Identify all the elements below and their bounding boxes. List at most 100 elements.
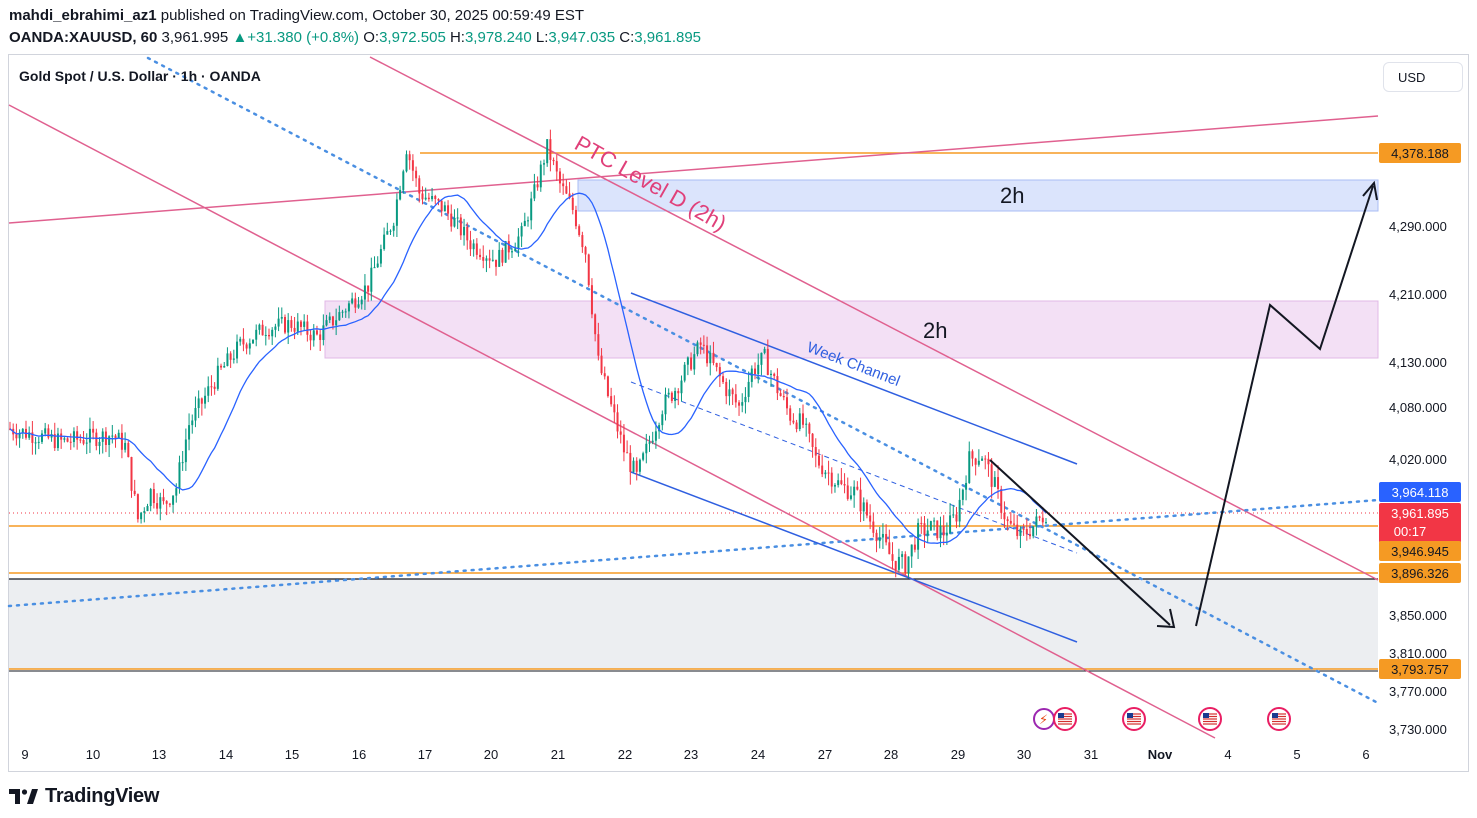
candle-body [360, 299, 363, 305]
candle-body [258, 324, 261, 330]
candle-body [488, 258, 491, 261]
candle-body [223, 365, 226, 368]
x-axis[interactable]: 9 10 13 14 15 16 17 20 21 22 23 24 27 28 29 30 31 Nov 4 5 6 [21, 747, 1369, 762]
candle [738, 400, 741, 416]
candle [562, 173, 565, 195]
candle-body [34, 442, 37, 444]
candle [936, 520, 939, 541]
candle-body [152, 489, 155, 504]
candle-body [392, 225, 395, 231]
candle [114, 434, 117, 448]
candle-body [536, 184, 539, 188]
candle-body [491, 259, 494, 261]
event-icons[interactable]: ⚡ [1033, 707, 1291, 731]
candle-body [283, 317, 286, 333]
candle-body [373, 267, 376, 269]
candle [699, 337, 702, 355]
candle-body [658, 425, 661, 432]
candle [427, 192, 430, 202]
candle [1016, 515, 1019, 540]
candle-body [913, 544, 916, 550]
candle-body [635, 460, 638, 472]
candle-body [463, 226, 466, 236]
candle-body [21, 428, 24, 433]
candle [491, 249, 494, 262]
us-flag-event-icon[interactable] [1053, 707, 1077, 731]
candle [258, 323, 261, 335]
candle [453, 209, 456, 228]
price-badge-bg [1379, 482, 1461, 502]
x-tick-label: 17 [418, 747, 432, 762]
candle-body [514, 248, 517, 252]
candle-body [910, 544, 913, 557]
candle [24, 420, 27, 440]
candle [578, 224, 581, 237]
candle [827, 460, 830, 486]
candle-body [977, 460, 980, 465]
author-name[interactable]: mahdi_ebrahimi_az1 [9, 7, 157, 24]
candle [616, 404, 619, 439]
tradingview-logo[interactable]: TradingView [9, 783, 159, 809]
candle [859, 477, 862, 523]
candle [456, 208, 459, 230]
candle-body [933, 520, 936, 522]
candle [146, 503, 149, 512]
candle-body [741, 402, 744, 406]
candle [386, 222, 389, 235]
candle-body [165, 501, 168, 504]
candle-body [792, 420, 795, 423]
candle [610, 387, 613, 407]
candle-body [341, 311, 344, 313]
candle [200, 397, 203, 416]
candle-body [383, 234, 386, 250]
candle-body [597, 334, 600, 356]
candle [408, 150, 411, 170]
candle-body [450, 213, 453, 227]
symbol-label[interactable]: OANDA:XAUUSD, 60 [9, 29, 158, 46]
candle-body [878, 537, 881, 542]
candle [415, 166, 418, 187]
candle-body [264, 334, 267, 336]
candle-body [402, 171, 405, 190]
candle-body [344, 311, 347, 313]
candle-body [226, 353, 229, 366]
candle [507, 234, 510, 260]
candle [392, 222, 395, 237]
candle [252, 339, 255, 345]
candle-body [565, 186, 568, 194]
candle-body [456, 217, 459, 219]
price-badge: 3,793.757 [1379, 659, 1461, 679]
candle [88, 417, 91, 454]
candle [44, 422, 47, 437]
candle-body [670, 392, 673, 401]
currency-button[interactable]: USD [1383, 62, 1463, 92]
candle-body [120, 432, 123, 450]
candle [622, 424, 625, 462]
us-flag-event-icon[interactable] [1267, 707, 1291, 731]
candle [795, 419, 798, 433]
candle [808, 422, 811, 443]
candle-body [319, 334, 322, 341]
candle [469, 230, 472, 256]
candle [443, 201, 446, 212]
candle-body [527, 220, 529, 222]
candle-body [693, 354, 696, 370]
candle [395, 193, 398, 238]
us-flag-event-icon[interactable] [1198, 707, 1222, 731]
candle [389, 229, 392, 235]
us-flag-event-icon[interactable] [1122, 707, 1146, 731]
candle-body [862, 502, 865, 512]
candle [670, 391, 673, 404]
price-badge: 3,964.118 [1379, 482, 1461, 502]
candle-body [795, 422, 798, 430]
candle-body [210, 386, 213, 388]
candle [734, 384, 737, 408]
low-value: 3,947.035 [548, 29, 616, 46]
candle-body [1032, 526, 1035, 537]
candle-body [1041, 517, 1044, 523]
candle [843, 473, 846, 494]
candle-body [654, 431, 657, 441]
candle [383, 227, 386, 251]
y-axis[interactable]: 3,730.000 3,770.000 3,810.000 3,850.000 4,02… [1389, 219, 1447, 737]
